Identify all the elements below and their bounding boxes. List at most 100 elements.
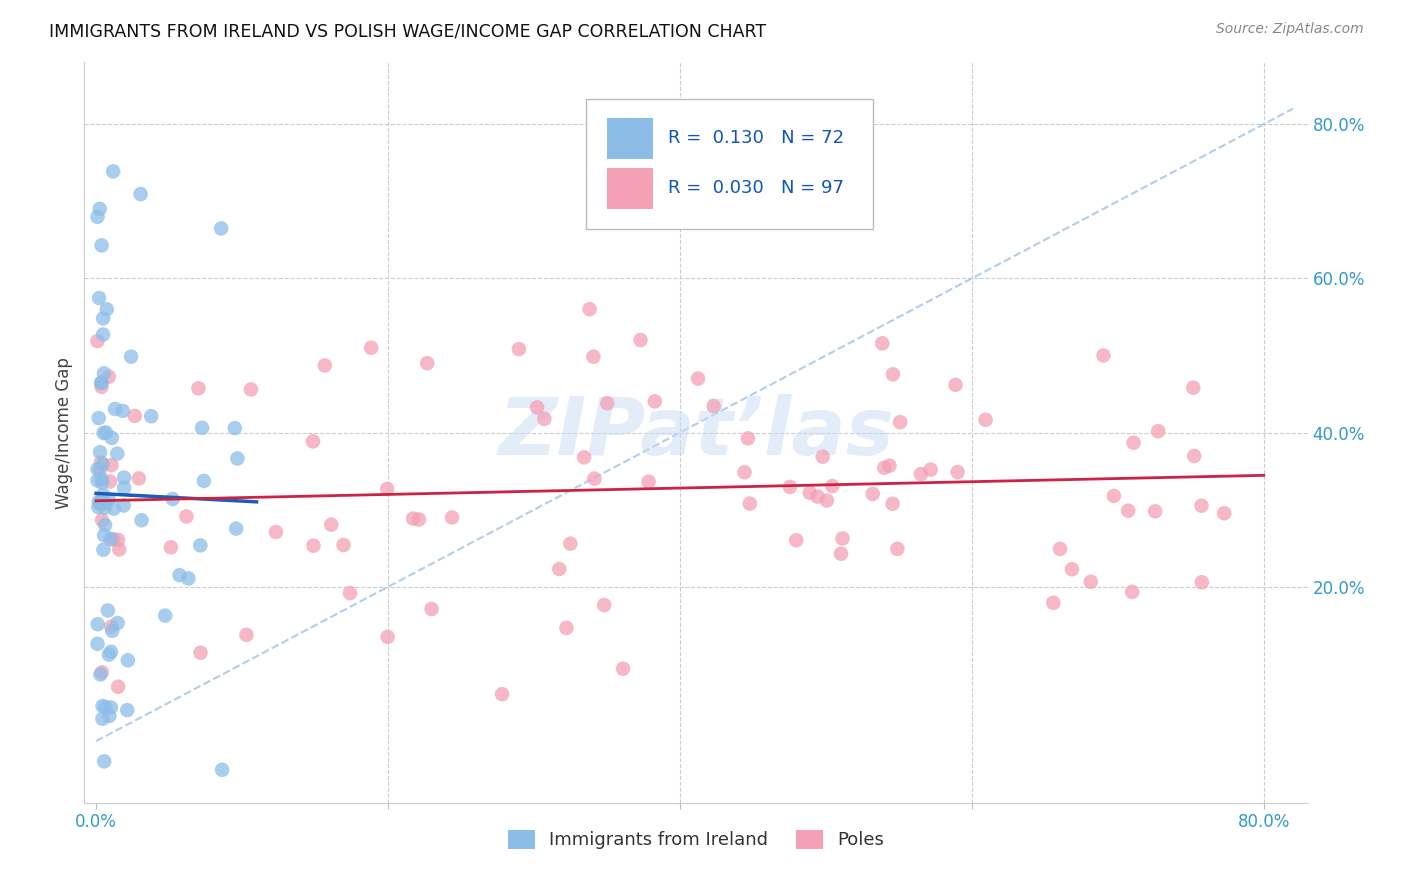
Point	[596, 396, 619, 410]
Point	[637, 475, 659, 489]
Point	[176, 509, 198, 524]
Point	[91, 712, 114, 726]
Point	[160, 541, 183, 555]
Point	[91, 475, 114, 490]
Point	[239, 383, 262, 397]
Point	[889, 415, 911, 429]
Point	[177, 572, 200, 586]
Point	[86, 637, 108, 651]
Point	[191, 421, 214, 435]
Point	[100, 458, 122, 472]
Point	[811, 450, 834, 464]
Point	[90, 376, 112, 390]
Point	[1060, 562, 1083, 576]
Point	[90, 472, 112, 486]
Point	[1191, 499, 1213, 513]
Point	[578, 302, 600, 317]
Point	[644, 394, 666, 409]
Point	[737, 431, 759, 445]
Point	[886, 541, 908, 556]
Point	[974, 413, 997, 427]
Point	[98, 475, 121, 489]
Point	[508, 342, 530, 356]
Point	[332, 538, 354, 552]
Point	[89, 445, 111, 459]
Point	[339, 586, 361, 600]
Point	[1191, 575, 1213, 590]
Point	[779, 480, 801, 494]
Point	[120, 350, 142, 364]
Point	[153, 608, 176, 623]
Point	[882, 368, 904, 382]
Point	[117, 653, 139, 667]
Point	[375, 482, 398, 496]
Point	[686, 371, 709, 385]
Point	[97, 648, 120, 662]
Point	[703, 399, 725, 413]
Point	[97, 492, 120, 507]
Point	[1042, 596, 1064, 610]
Point	[302, 539, 325, 553]
Point	[360, 341, 382, 355]
Point	[785, 533, 807, 548]
Point	[105, 447, 128, 461]
Point	[90, 493, 112, 508]
Point	[235, 628, 257, 642]
Point	[100, 532, 122, 546]
Point	[91, 698, 114, 713]
Point	[1080, 574, 1102, 589]
Text: IMMIGRANTS FROM IRELAND VS POLISH WAGE/INCOME GAP CORRELATION CHART: IMMIGRANTS FROM IRELAND VS POLISH WAGE/I…	[49, 22, 766, 40]
Point	[1116, 504, 1139, 518]
Point	[91, 457, 114, 471]
Point	[302, 434, 325, 449]
Point	[90, 238, 112, 252]
Point	[90, 665, 112, 680]
Point	[1049, 541, 1071, 556]
Point	[416, 356, 439, 370]
Point	[100, 645, 122, 659]
Point	[555, 621, 578, 635]
Point	[94, 700, 117, 714]
Point	[141, 409, 163, 424]
Point	[583, 472, 606, 486]
Point	[491, 687, 513, 701]
Point	[593, 598, 616, 612]
Point	[91, 488, 114, 502]
Point	[129, 187, 152, 202]
Point	[90, 376, 112, 390]
Y-axis label: Wage/Income Gap: Wage/Income Gap	[55, 357, 73, 508]
Point	[870, 336, 893, 351]
Point	[117, 703, 139, 717]
Point	[86, 334, 108, 348]
Point	[87, 495, 110, 509]
Point	[97, 369, 120, 384]
Point	[107, 680, 129, 694]
Point	[108, 542, 131, 557]
Point	[582, 350, 605, 364]
Point	[402, 511, 425, 525]
Point	[104, 402, 127, 417]
Point	[831, 532, 853, 546]
Point	[830, 547, 852, 561]
Point	[1144, 504, 1167, 518]
Point	[408, 512, 430, 526]
Point	[807, 490, 830, 504]
Point	[440, 510, 463, 524]
Point	[101, 624, 124, 638]
Point	[91, 513, 114, 527]
Point	[264, 524, 287, 539]
Point	[560, 536, 582, 550]
Point	[93, 755, 115, 769]
Point	[862, 487, 884, 501]
Point	[873, 460, 896, 475]
Point	[945, 378, 967, 392]
Point	[821, 479, 844, 493]
Point	[86, 210, 108, 224]
Point	[1092, 349, 1115, 363]
Point	[882, 497, 904, 511]
Point	[100, 700, 122, 714]
Point	[100, 620, 122, 634]
Point	[224, 421, 246, 435]
Point	[169, 568, 191, 582]
Point	[321, 517, 343, 532]
